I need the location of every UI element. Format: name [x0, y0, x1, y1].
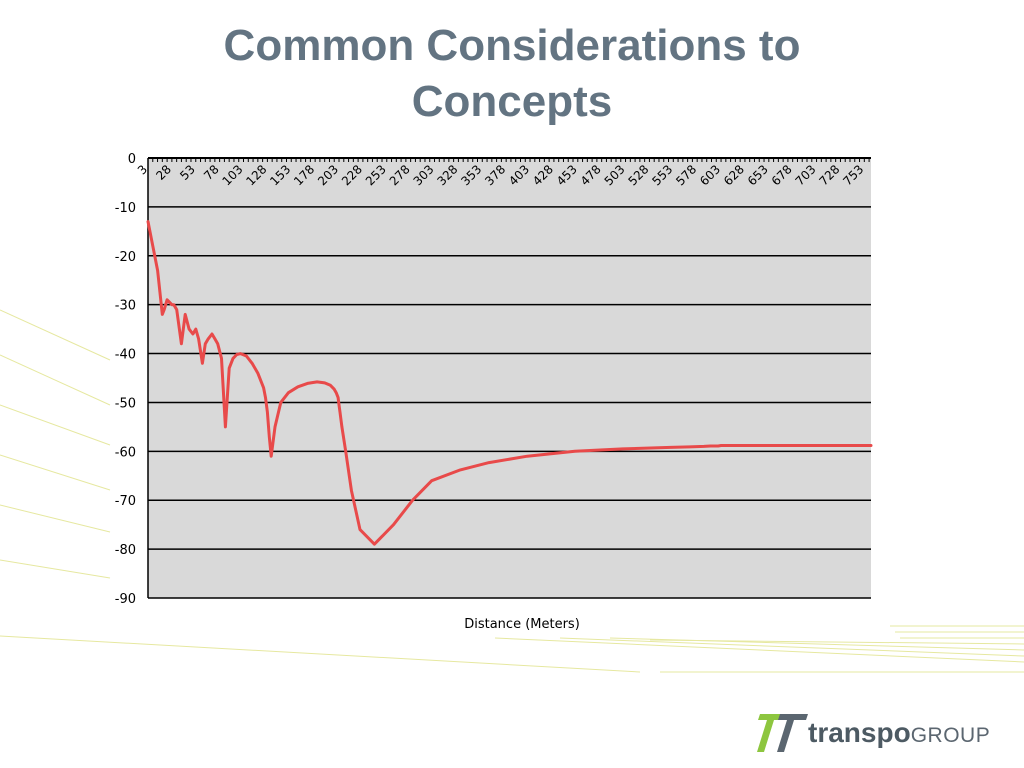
transpogroup-logo: transpoGROUP: [756, 710, 996, 756]
title-line-1: Common Considerations to: [223, 21, 801, 70]
logo-text-transpo: transpo: [808, 717, 911, 748]
y-tick-label: -10: [115, 201, 136, 216]
series-group: [146, 220, 873, 546]
y-tick-label: 0: [128, 152, 136, 167]
logo-text-group: GROUP: [910, 724, 991, 747]
plot-area: [148, 158, 871, 598]
y-tick-label: -40: [115, 348, 136, 363]
y-tick-label: -50: [115, 396, 136, 411]
y-axis: 0 -10 -20 -30 -40 -50 -60 -70 -80 -90: [115, 152, 149, 607]
series-line-0: [146, 220, 873, 546]
title-line-2: Concepts: [411, 77, 613, 126]
y-tick-label: -70: [115, 494, 136, 509]
y-tick-label: -90: [115, 592, 136, 607]
y-tick-label: -30: [115, 299, 136, 314]
y-tick-label: -80: [115, 543, 136, 558]
slide-title: Common Considerations to Concepts: [0, 18, 1024, 130]
y-tick-label: -60: [115, 445, 136, 460]
x-axis-label: Distance (Meters): [464, 617, 580, 632]
logo-wordmark: transpoGROUP: [808, 718, 990, 751]
y-tick-label: -20: [115, 250, 136, 265]
logo-mark-icon: [757, 714, 808, 752]
